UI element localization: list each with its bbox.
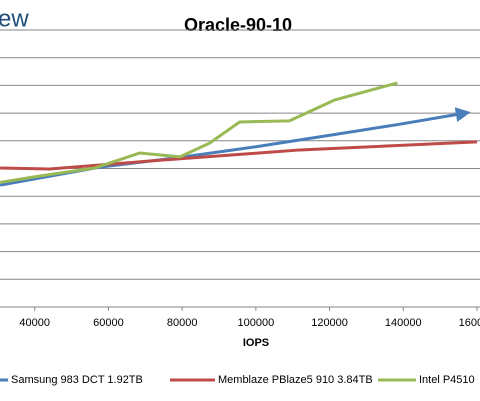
x-tick-label: 160000 (459, 317, 480, 329)
legend-label: Intel P4510 (419, 374, 475, 386)
x-tick-label: 140000 (385, 317, 422, 329)
x-axis-label: IOPS (243, 337, 269, 349)
series-line (0, 140, 478, 171)
x-tick-label: 40000 (19, 317, 50, 329)
legend-label: Memblaze PBlaze5 910 3.84TB (218, 374, 373, 386)
logo: ew (0, 5, 29, 32)
chart-title: Oracle-90-10 (184, 15, 292, 35)
series-line (0, 81, 398, 184)
x-tick-label: 80000 (167, 317, 198, 329)
series-line (0, 107, 471, 187)
x-tick-label: 60000 (93, 317, 124, 329)
x-tick-label: 100000 (237, 317, 274, 329)
legend-label: Samsung 983 DCT 1.92TB (11, 374, 143, 386)
x-tick-label: 120000 (311, 317, 348, 329)
